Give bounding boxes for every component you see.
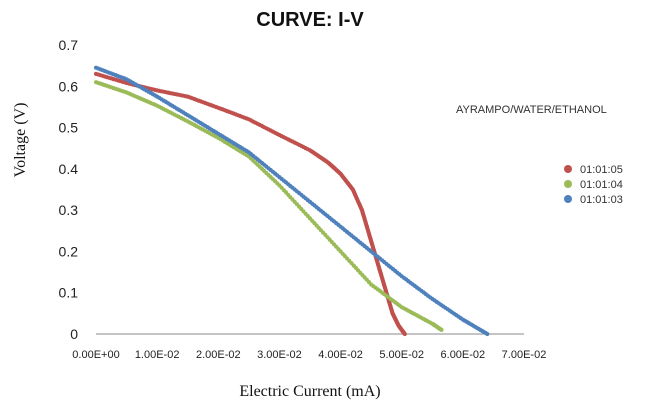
x-tick-label: 6.00E-02	[441, 349, 486, 361]
y-tick-label: 0.6	[59, 78, 79, 94]
data-point	[402, 331, 407, 337]
legend-label: 01:01:04	[580, 179, 623, 191]
x-tick-label: 4.00E-02	[318, 349, 363, 361]
y-tick-label: 0.7	[59, 37, 79, 53]
x-tick-label: 5.00E-02	[379, 349, 424, 361]
legend-marker	[564, 195, 572, 203]
legend-marker	[564, 180, 572, 188]
series-01-01-05	[93, 71, 407, 337]
chart-annotation: AYRAMPO/WATER/ETHANOL	[456, 104, 607, 116]
series-01-01-03	[93, 65, 490, 337]
series-01-01-04	[93, 80, 444, 332]
x-tick-label: 3.00E-02	[257, 349, 302, 361]
y-tick-label: 0.3	[59, 202, 79, 218]
x-tick-label: 7.00E-02	[502, 349, 547, 361]
x-tick-label: 2.00E-02	[196, 349, 241, 361]
data-point	[439, 327, 444, 332]
x-axis-ticks: 0.00E+00 1.00E-02 2.00E-02 3.00E-02 4.00E-02…	[72, 349, 546, 361]
y-tick-label: 0.1	[59, 285, 79, 301]
y-tick-label: 0	[70, 326, 78, 342]
y-axis-label: Voltage (V)	[12, 103, 29, 178]
y-tick-label: 0.4	[59, 161, 79, 177]
y-axis-ticks: 0 0.1 0.2 0.3 0.4 0.5 0.6 0.7	[59, 37, 79, 342]
legend-label: 01:01:03	[580, 194, 623, 206]
legend: 01:01:05 01:01:04 01:01:03	[564, 164, 623, 206]
x-tick-label: 0.00E+00	[72, 349, 119, 361]
y-tick-label: 0.5	[59, 120, 79, 136]
data-point	[485, 331, 490, 337]
x-tick-label: 1.00E-02	[135, 349, 180, 361]
x-axis-label: Electric Current (mA)	[239, 383, 380, 400]
chart-title: CURVE: I-V	[256, 9, 364, 31]
y-tick-label: 0.2	[59, 243, 79, 259]
legend-label: 01:01:05	[580, 164, 623, 176]
legend-marker	[564, 165, 572, 173]
series-layer	[93, 65, 490, 337]
